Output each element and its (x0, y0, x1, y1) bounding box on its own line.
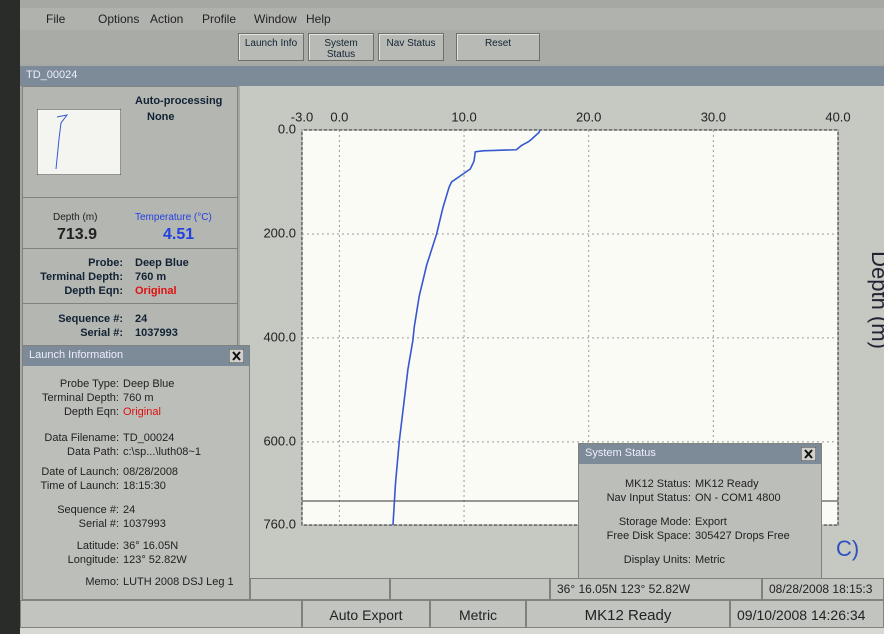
field-label: Data Path: (23, 446, 119, 458)
field-label: Depth Eqn: (23, 406, 119, 418)
menu-item[interactable]: Window (254, 12, 297, 26)
x-axis-label: C) (836, 536, 859, 561)
launch-info-dialog: Launch Information Probe Type: Deep Blue T… (22, 345, 250, 600)
field-label: MK12 Status: (579, 478, 691, 490)
field-label: Serial #: (23, 518, 119, 530)
field-label: Longitude: (23, 554, 119, 566)
field-value: 760 m (135, 271, 166, 283)
toolbar-button[interactable]: Reset (456, 33, 540, 61)
status-state: MK12 Ready (526, 600, 730, 628)
temp-value: 4.51 (163, 226, 194, 244)
field-label: Latitude: (23, 540, 119, 552)
field-value: c:\sp...\luth08~1 (123, 446, 201, 458)
dialog-title: System Status (579, 444, 821, 464)
temp-label: Temperature (°C) (135, 212, 212, 223)
taskbar-edge (20, 628, 884, 634)
field-label: Display Units: (579, 554, 691, 566)
field-label: Time of Launch: (23, 480, 119, 492)
field-value: 305427 Drops Free (695, 530, 790, 542)
field-label: Terminal Depth: (23, 392, 119, 404)
x-tick-label: 10.0 (451, 109, 476, 124)
readout: Depth (m) 713.9 Temperature (°C) 4.51 (23, 197, 237, 249)
x-tick-label: 30.0 (701, 109, 726, 124)
field-label: Data Filename: (23, 432, 119, 444)
status-position: 36° 16.05N 123° 52.82W (550, 578, 762, 600)
field-value: 08/28/2008 (123, 466, 178, 478)
field-value: 36° 16.05N (123, 540, 178, 552)
status-field (250, 578, 390, 600)
field-value: 24 (123, 504, 135, 516)
sequence-info: Sequence #: 24 Serial #: 1037993 (23, 307, 237, 343)
menu-item[interactable]: Action (150, 12, 183, 26)
toolbar-button[interactable]: Nav Status (378, 33, 444, 61)
field-value: Original (123, 406, 161, 418)
field-value: TD_00024 (123, 432, 174, 444)
y-tick-label: 760.0 (263, 516, 296, 531)
auto-value: None (147, 111, 175, 123)
status-export: Auto Export (302, 600, 430, 628)
window-title: TD_00024 (20, 66, 884, 86)
status-clock: 09/10/2008 14:26:34 (730, 600, 884, 628)
field-label: Sequence #: (23, 313, 123, 325)
x-tick-label: 40.0 (825, 109, 850, 124)
field-label: Depth Eqn: (23, 285, 123, 297)
field-value: Export (695, 516, 727, 528)
field-label: Probe: (23, 257, 123, 269)
menu-item[interactable]: File (46, 12, 65, 26)
field-value: 760 m (123, 392, 154, 404)
field-value: 1037993 (123, 518, 166, 530)
x-tick-label: 20.0 (576, 109, 601, 124)
y-tick-label: 200.0 (263, 225, 296, 240)
field-value: 1037993 (135, 327, 178, 339)
field-label: Date of Launch: (23, 466, 119, 478)
thumbnail (37, 109, 121, 175)
close-button[interactable] (229, 349, 244, 363)
dialog-title: Launch Information (23, 346, 249, 366)
field-label: Serial #: (23, 327, 123, 339)
system-status-dialog: System Status MK12 Status: MK12 Ready Nav … (578, 443, 822, 580)
field-label: Sequence #: (23, 504, 119, 516)
field-value: ON - COM1 4800 (695, 492, 781, 504)
x-tick-label: 0.0 (330, 109, 348, 124)
field-label: Memo: (23, 576, 119, 588)
status-launch-time: 08/28/2008 18:15:3 (762, 578, 884, 600)
probe-info: Probe: Deep Blue Terminal Depth: 760 m Depth… (23, 253, 237, 304)
status-units: Metric (430, 600, 526, 628)
screen-bezel (0, 0, 20, 634)
y-tick-label: 400.0 (263, 329, 296, 344)
field-value: 24 (135, 313, 147, 325)
field-value: MK12 Ready (695, 478, 759, 490)
field-label: Storage Mode: (579, 516, 691, 528)
field-value: 123° 52.82W (123, 554, 187, 566)
y-tick-label: 600.0 (263, 433, 296, 448)
y-axis-label: Depth (m) (867, 251, 884, 349)
field-label: Terminal Depth: (23, 271, 123, 283)
field-label: Nav Input Status: (579, 492, 691, 504)
field-value: 18:15:30 (123, 480, 166, 492)
menu-item[interactable]: Profile (202, 12, 236, 26)
auto-label: Auto-processing (135, 95, 235, 107)
status-field (390, 578, 550, 600)
depth-value: 713.9 (57, 226, 97, 244)
close-button[interactable] (801, 447, 816, 461)
field-value: LUTH 2008 DSJ Leg 1 (123, 576, 234, 588)
field-label: Probe Type: (23, 378, 119, 390)
field-value: Deep Blue (123, 378, 174, 390)
field-label: Free Disk Space: (579, 530, 691, 542)
depth-label: Depth (m) (53, 212, 97, 223)
menu-item[interactable]: Options (98, 12, 139, 26)
y-tick-label: 0.0 (278, 121, 296, 136)
menu-bar: File Options Action Profile Window Help (20, 8, 884, 30)
toolbar-button[interactable]: Launch Info (238, 33, 304, 61)
toolbar-button[interactable]: System Status (308, 33, 374, 61)
field-value: Deep Blue (135, 257, 189, 269)
status-field (20, 600, 302, 628)
app-screen: File Options Action Profile Window Help Launc… (0, 0, 884, 634)
menu-item[interactable]: Help (306, 12, 331, 26)
field-value: Metric (695, 554, 725, 566)
field-value: Original (135, 285, 177, 297)
